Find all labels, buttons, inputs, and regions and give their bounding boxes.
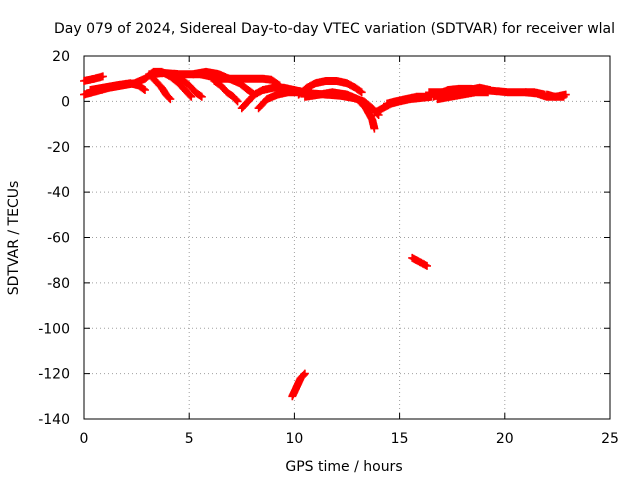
y-tick-label: -140 [38, 412, 70, 428]
data-point-markers [168, 70, 206, 101]
x-tick-label: 10 [285, 431, 303, 447]
series-arc-01 [80, 72, 107, 85]
data-point-markers [294, 77, 366, 99]
x-tick-label: 15 [391, 431, 409, 447]
y-axis-label: SDTVAR / TECUs [6, 181, 22, 296]
x-tick-labels: 0 5 10 15 20 25 [80, 431, 619, 447]
y-tick-label: -60 [47, 231, 70, 247]
series-arc-06 [168, 70, 206, 101]
data-point-markers [86, 79, 149, 94]
data-point-markers [288, 369, 309, 401]
plot-frame [83, 55, 611, 420]
series-arc-11 [294, 77, 366, 99]
series-arc-20 [408, 253, 431, 270]
x-tick-label: 20 [496, 431, 514, 447]
series-arc-19 [542, 90, 568, 101]
series-arc-17 [433, 88, 492, 104]
series-arc-07 [189, 67, 259, 99]
series-arc-14 [383, 92, 434, 108]
y-tick-label: -40 [47, 185, 70, 201]
data-point-markers [210, 77, 242, 106]
data-point-markers [300, 88, 379, 133]
y-tick-label: -20 [47, 140, 70, 156]
data-point-markers [383, 92, 434, 108]
y-tick-label: -100 [38, 321, 70, 337]
data-point-markers [189, 67, 259, 99]
y-tick-label: -120 [38, 367, 70, 383]
series-layer [80, 67, 570, 401]
y-tick-label: 0 [61, 94, 70, 110]
series-arc-08 [210, 77, 242, 106]
data-point-markers [408, 253, 431, 270]
x-tick-label: 25 [601, 431, 619, 447]
x-tick-label: 5 [185, 431, 194, 447]
series-arc-12 [300, 88, 379, 133]
y-tick-label: 20 [52, 49, 70, 65]
chart-title: Day 079 of 2024, Sidereal Day-to-day VTE… [54, 21, 615, 37]
x-axis-label: GPS time / hours [285, 459, 402, 475]
y-tick-labels: 20 0 -20 -40 -60 -80 -100 -120 -140 [38, 49, 70, 428]
tick-layer [83, 55, 611, 420]
data-point-markers [542, 90, 568, 101]
data-point-markers [80, 72, 107, 85]
series-arc-03 [86, 79, 149, 94]
y-tick-label: -80 [47, 276, 70, 292]
grid-layer [84, 56, 610, 419]
x-tick-label: 0 [80, 431, 89, 447]
series-arc-21 [288, 369, 309, 401]
data-point-markers [433, 88, 492, 104]
